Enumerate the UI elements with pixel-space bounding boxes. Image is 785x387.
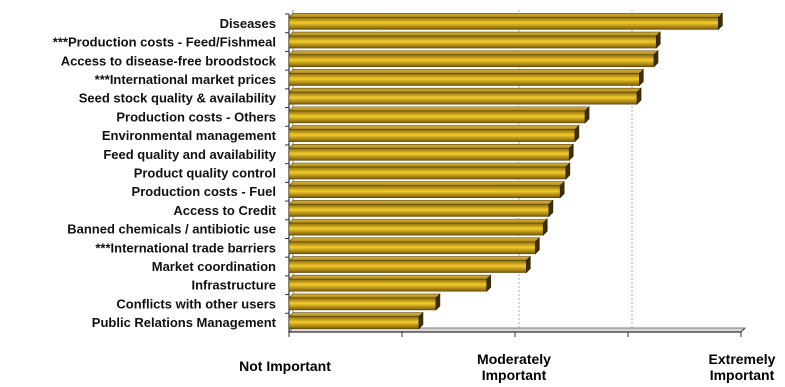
bar-front-face bbox=[288, 222, 544, 236]
bar-front-face bbox=[288, 17, 719, 30]
bar-top-face bbox=[288, 31, 661, 37]
category-label: Product quality control bbox=[134, 166, 276, 181]
bar-top-face bbox=[288, 162, 571, 168]
bar bbox=[285, 293, 441, 311]
bar-front-face bbox=[288, 297, 437, 311]
bar-side-face bbox=[568, 143, 574, 162]
category-label: Access to disease-free broodstock bbox=[61, 53, 277, 68]
bar-side-face bbox=[718, 12, 723, 31]
bars bbox=[285, 12, 724, 330]
category-label: ***International market prices bbox=[95, 72, 276, 87]
bar-side-face bbox=[655, 31, 661, 49]
bar-front-face bbox=[288, 54, 655, 68]
bar-top-face bbox=[288, 181, 565, 187]
bar-front-face bbox=[288, 91, 638, 105]
bar-side-face bbox=[565, 162, 571, 180]
bar-top-face bbox=[288, 200, 554, 205]
bar bbox=[285, 199, 554, 218]
bar-front-face bbox=[288, 73, 640, 86]
category-label: ***Production costs - Feed/Fishmeal bbox=[53, 35, 276, 50]
bar-side-face bbox=[574, 124, 580, 143]
category-label: Conflicts with other users bbox=[116, 296, 276, 311]
bar-front-face bbox=[288, 185, 561, 199]
bar-top-face bbox=[288, 143, 574, 149]
bar-top-face bbox=[288, 293, 441, 299]
category-label: Access to Credit bbox=[173, 203, 276, 218]
category-label: ***International trade barriers bbox=[95, 240, 276, 255]
bar-front-face bbox=[288, 316, 420, 329]
bar-top-face bbox=[288, 256, 532, 261]
x-axis-end bbox=[740, 327, 746, 333]
bar-side-face bbox=[418, 311, 424, 330]
bar-top-face bbox=[288, 87, 642, 93]
bar-side-face bbox=[559, 180, 565, 199]
bar bbox=[285, 237, 541, 255]
bar-side-face bbox=[542, 218, 548, 236]
bar bbox=[285, 162, 571, 180]
bar-front-face bbox=[288, 110, 586, 124]
bar-front-face bbox=[288, 241, 536, 255]
bar-top-face bbox=[288, 69, 645, 74]
bar-front-face bbox=[288, 35, 657, 49]
bar-side-face bbox=[653, 50, 659, 68]
bar-top-face bbox=[288, 274, 492, 280]
bar-top-face bbox=[288, 13, 724, 18]
category-label: Environmental management bbox=[102, 128, 277, 143]
bar bbox=[285, 311, 424, 330]
bar-front-face bbox=[288, 260, 527, 273]
category-label: Infrastructure bbox=[191, 278, 276, 293]
bar-top-face bbox=[288, 237, 541, 243]
bar-top-face bbox=[288, 312, 424, 317]
x-tick-label: Not Important bbox=[239, 358, 331, 374]
x-axis-ticks: Not Important Moderately Important Extremel… bbox=[239, 332, 776, 383]
bar-side-face bbox=[525, 255, 531, 274]
category-label: Production costs - Fuel bbox=[132, 184, 276, 199]
bar-side-face bbox=[486, 274, 492, 292]
category-label: Seed stock quality & availability bbox=[79, 91, 277, 106]
bar bbox=[285, 87, 642, 105]
bar-front-face bbox=[288, 278, 488, 292]
category-label: Banned chemicals / antibiotic use bbox=[67, 222, 276, 237]
bar bbox=[285, 143, 574, 162]
category-label: Diseases bbox=[220, 16, 276, 31]
bar bbox=[285, 180, 565, 199]
bar bbox=[285, 12, 724, 31]
bar bbox=[285, 31, 661, 49]
bar-side-face bbox=[535, 237, 540, 255]
category-label: Public Relations Management bbox=[92, 315, 277, 330]
bar-top-face bbox=[288, 125, 580, 130]
bar bbox=[285, 68, 645, 87]
bar-top-face bbox=[288, 106, 590, 112]
bar-front-face bbox=[288, 166, 567, 180]
category-label: Feed quality and availability bbox=[103, 147, 276, 162]
bar-side-face bbox=[548, 199, 554, 218]
bar-side-face bbox=[638, 68, 644, 87]
category-label: Production costs - Others bbox=[116, 109, 276, 124]
category-label: Market coordination bbox=[152, 259, 276, 274]
bar bbox=[285, 218, 548, 236]
x-tick-label: Moderately Important bbox=[477, 351, 551, 383]
bar-top-face bbox=[288, 218, 548, 224]
bar-side-face bbox=[435, 293, 441, 311]
category-labels: Diseases ***Production costs - Feed/Fishm… bbox=[53, 16, 277, 330]
bar-front-face bbox=[288, 147, 570, 161]
bar bbox=[285, 50, 659, 68]
bar bbox=[285, 106, 590, 124]
x-tick-label: Extremely Important bbox=[709, 351, 776, 383]
bar-top-face bbox=[288, 50, 659, 56]
bar bbox=[285, 255, 532, 274]
bar bbox=[285, 274, 492, 292]
bar bbox=[285, 124, 580, 143]
bar-side-face bbox=[636, 87, 642, 105]
bar-side-face bbox=[584, 106, 590, 124]
bar-front-face bbox=[288, 204, 550, 217]
bar-front-face bbox=[288, 129, 576, 142]
